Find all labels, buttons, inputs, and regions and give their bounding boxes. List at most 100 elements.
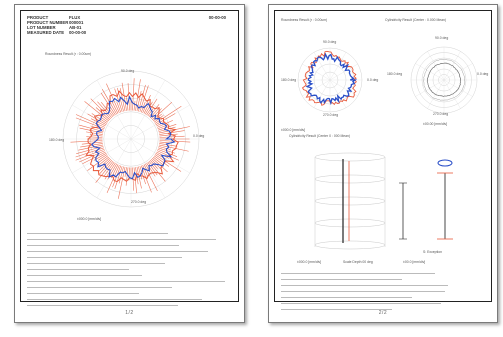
table-rule xyxy=(27,269,130,270)
deviation-hatch xyxy=(133,101,136,111)
grid-spoke xyxy=(415,63,445,81)
scale-label-right: ±00.00 [mm/div] xyxy=(423,122,448,126)
page-frame: Roundness Result (r : 0.00um) Cylindrici… xyxy=(274,10,492,310)
cylinder-section-ring xyxy=(314,174,386,184)
angle-label-0: 0.0 deg xyxy=(477,72,489,76)
deviation-hatch xyxy=(139,166,146,185)
cylindricity-trace xyxy=(426,62,461,97)
deviation-hatch xyxy=(153,155,170,167)
deviation-hatch xyxy=(153,156,164,166)
deviation-hatch xyxy=(145,101,153,115)
grid-spoke xyxy=(313,79,331,108)
deviation-hatch xyxy=(158,144,189,152)
deviation-hatch xyxy=(136,91,142,112)
deviation-hatch xyxy=(82,151,106,164)
header-value: AB-01 xyxy=(69,25,82,30)
roundness-trace-red xyxy=(301,50,357,106)
deviation-hatch xyxy=(114,88,123,112)
table-rule xyxy=(27,263,165,264)
header-value: FLUX xyxy=(69,15,81,20)
angle-label-180: 180.0 deg xyxy=(281,78,297,82)
deviation-hatch xyxy=(159,135,185,138)
grid-spoke xyxy=(443,79,473,97)
deviation-hatch xyxy=(156,150,179,161)
cylinder-section-ring xyxy=(314,196,386,206)
table-rule xyxy=(281,291,446,292)
plot-title: Roundness Result (r : 0.00um) xyxy=(45,52,92,56)
deviation-hatch xyxy=(136,166,142,189)
table-rule xyxy=(281,285,449,286)
deviation-hatch xyxy=(106,83,120,114)
deviation-hatch xyxy=(142,95,151,114)
table-rule xyxy=(27,245,180,246)
table-rule xyxy=(27,251,209,252)
deviation-hatch xyxy=(86,136,103,138)
deviation-hatch xyxy=(97,158,112,173)
table-rule xyxy=(27,281,226,282)
deviation-hatch xyxy=(132,78,135,111)
grid-spoke xyxy=(302,79,331,97)
deviation-hatch xyxy=(84,101,109,122)
header-label: PRODUCT xyxy=(27,15,49,20)
header-label-list: PRODUCT PRODUCT NUMBER LOT NUMBER MEASUR… xyxy=(27,15,68,35)
deviation-hatch xyxy=(70,140,103,143)
scale-label-left: ±000.0 [mm/div] xyxy=(281,128,306,132)
table-rule xyxy=(27,293,139,294)
deviation-hatch xyxy=(142,164,149,178)
deviation-hatch xyxy=(139,85,149,112)
angle-label-180: 180.0 deg xyxy=(387,72,403,76)
table-rule xyxy=(27,287,172,288)
deviation-hatch xyxy=(125,167,129,186)
deviation-hatch xyxy=(79,127,104,134)
deviation-hatch xyxy=(114,166,123,189)
deviation-hatch xyxy=(116,101,122,113)
header-value: 00-00-00 xyxy=(69,30,87,35)
deviation-hatch xyxy=(148,104,160,117)
deviation-hatch xyxy=(98,156,109,166)
grid-spoke xyxy=(313,52,331,81)
roundness-polar-plot-small xyxy=(297,47,363,113)
page-frame: PRODUCT PRODUCT NUMBER LOT NUMBER MEASUR… xyxy=(20,10,239,306)
table-rule xyxy=(27,305,178,306)
scale-label: ±000.0 [mm/div] xyxy=(77,217,102,221)
plot-title-roundness: Roundness Result (r : 0.00um) xyxy=(281,18,328,22)
legend-label: S: Exception xyxy=(423,250,443,254)
roundness-polar-plot xyxy=(62,70,200,208)
cylindricity-trace xyxy=(423,58,466,101)
angle-label-0: 0.0 deg xyxy=(367,78,379,82)
table-rule xyxy=(27,239,216,240)
deviation-hatch xyxy=(153,113,162,122)
deviation-hatch xyxy=(154,154,182,172)
table-rule xyxy=(27,257,183,258)
deviation-hatch xyxy=(150,108,162,120)
deviation-hatch xyxy=(97,154,108,161)
section-ellipse xyxy=(437,159,453,167)
deviation-hatch xyxy=(158,146,171,150)
deviation-hatch xyxy=(90,118,106,127)
deviation-hatch xyxy=(159,130,185,135)
deviation-hatch xyxy=(121,82,127,111)
deviation-hatch xyxy=(118,166,124,184)
deviation-hatch xyxy=(159,143,178,147)
table-rule xyxy=(281,279,402,280)
deviation-hatch xyxy=(75,114,106,128)
plot-title-cylindricity-top: Cylindricity Result (Center : 0.000 Mean… xyxy=(385,18,447,22)
cylinder-section-ring xyxy=(314,152,386,162)
scale-label-bottom: ±000.0 [mm/div] xyxy=(297,260,322,264)
deviation-hatch xyxy=(138,166,143,180)
deviation-hatch xyxy=(100,101,114,117)
angle-label-90: 90.0 deg xyxy=(435,36,449,40)
page-number: 1/2 xyxy=(125,310,134,316)
deviation-hatch xyxy=(147,108,154,117)
angle-label-90: 90.0 deg xyxy=(121,69,135,73)
roundness-trace-red xyxy=(85,90,179,183)
scale-label-bottom-right: ±00.0 [mm/div] xyxy=(403,260,426,264)
grid-spoke xyxy=(329,79,347,108)
deviation-hatch xyxy=(97,101,113,118)
table-rule xyxy=(281,309,393,310)
table-rule xyxy=(27,233,169,234)
cylinder-plot xyxy=(314,152,453,250)
deviation-hatch xyxy=(81,141,103,145)
report-page-2: Roundness Result (r : 0.00um) Cylindrici… xyxy=(268,4,498,323)
angle-label-0: 0.0 deg xyxy=(193,134,205,138)
